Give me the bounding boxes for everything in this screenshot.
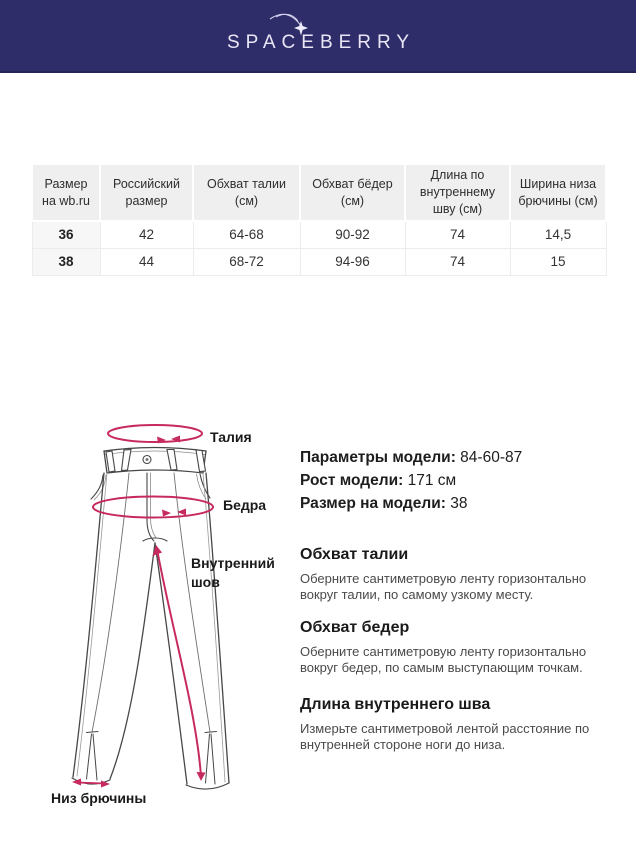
model-height-value: 171 см	[407, 472, 457, 489]
cell-waist: 68-72	[192, 247, 301, 276]
cell-wb-size: 38	[31, 247, 101, 276]
section-hips: Обхват бедер Оберните сантиметровую лент…	[300, 619, 620, 676]
section-body: Измерьте сантиметровой лентой расстояние…	[300, 721, 590, 752]
section-inseam: Длина внутреннего шва Измерьте сантиметр…	[300, 696, 620, 753]
table-row: 36 42 64-68 90-92 74 14,5	[31, 220, 607, 249]
col-header-waist: Обхват талии (см)	[192, 163, 301, 222]
cell-hem: 15	[509, 247, 607, 276]
table-row: 38 44 68-72 94-96 74 15	[31, 247, 607, 276]
cell-hips: 90-92	[299, 220, 406, 249]
col-header-wb-size: Размер на wb.ru	[31, 163, 101, 222]
model-size-line: Размер на модели: 38	[300, 492, 522, 515]
model-size-label: Размер на модели:	[300, 495, 446, 512]
cell-hem: 14,5	[509, 220, 607, 249]
model-size-value: 38	[450, 495, 468, 512]
section-body: Оберните сантиметровую ленту горизонталь…	[300, 644, 587, 675]
brand-header: SPACEBERRY	[0, 0, 636, 73]
hem-label: Низ брючины	[51, 790, 147, 806]
section-title: Длина внутреннего шва	[300, 696, 491, 713]
inseam-label: Внутренний шов	[191, 555, 275, 590]
hips-measure-ellipse	[92, 495, 214, 519]
col-header-ru-size: Российский размер	[99, 163, 194, 222]
section-waist: Обхват талии Оберните сантиметровую лент…	[300, 546, 620, 603]
waist-label: Талия	[210, 429, 252, 445]
hips-measure-arrows	[162, 508, 186, 517]
model-height-label: Рост модели:	[300, 472, 404, 489]
section-title: Обхват талии	[300, 546, 409, 563]
model-params-value: 84-60-87	[460, 449, 523, 466]
cell-hips: 94-96	[299, 247, 406, 276]
hips-label: Бедра	[223, 497, 267, 513]
col-header-inseam-length: Длина по внутреннему шву (см)	[404, 163, 511, 222]
shooting-star-icon	[269, 13, 308, 36]
cell-ru-size: 44	[99, 247, 194, 276]
section-title: Обхват бедер	[300, 619, 410, 636]
waist-measure-arrows	[157, 435, 180, 444]
size-table: Размер на wb.ru Российский размер Обхват…	[31, 163, 607, 276]
cell-waist: 64-68	[192, 220, 301, 249]
model-height-line: Рост модели: 171 см	[300, 469, 522, 492]
cell-inseam: 74	[404, 247, 511, 276]
col-header-hem-width: Ширина низа брючины (см)	[509, 163, 607, 222]
model-info: Параметры модели: 84-60-87 Рост модели: …	[300, 446, 522, 515]
pants-outline	[71, 446, 230, 790]
brand-logo-text: SPACEBERRY	[226, 31, 416, 53]
cell-wb-size: 36	[31, 220, 101, 249]
model-params-line: Параметры модели: 84-60-87	[300, 446, 522, 469]
cell-ru-size: 42	[99, 220, 194, 249]
hem-measure-arrow	[72, 778, 110, 788]
inseam-measure-arrow	[152, 545, 206, 781]
size-table-header-row: Размер на wb.ru Российский размер Обхват…	[31, 163, 607, 222]
pants-diagram	[71, 424, 230, 790]
section-body: Оберните сантиметровую ленту горизонталь…	[300, 571, 587, 602]
waist-measure-ellipse	[107, 424, 203, 443]
col-header-hips: Обхват бёдер (см)	[299, 163, 406, 222]
model-params-label: Параметры модели:	[300, 449, 456, 466]
cell-inseam: 74	[404, 220, 511, 249]
